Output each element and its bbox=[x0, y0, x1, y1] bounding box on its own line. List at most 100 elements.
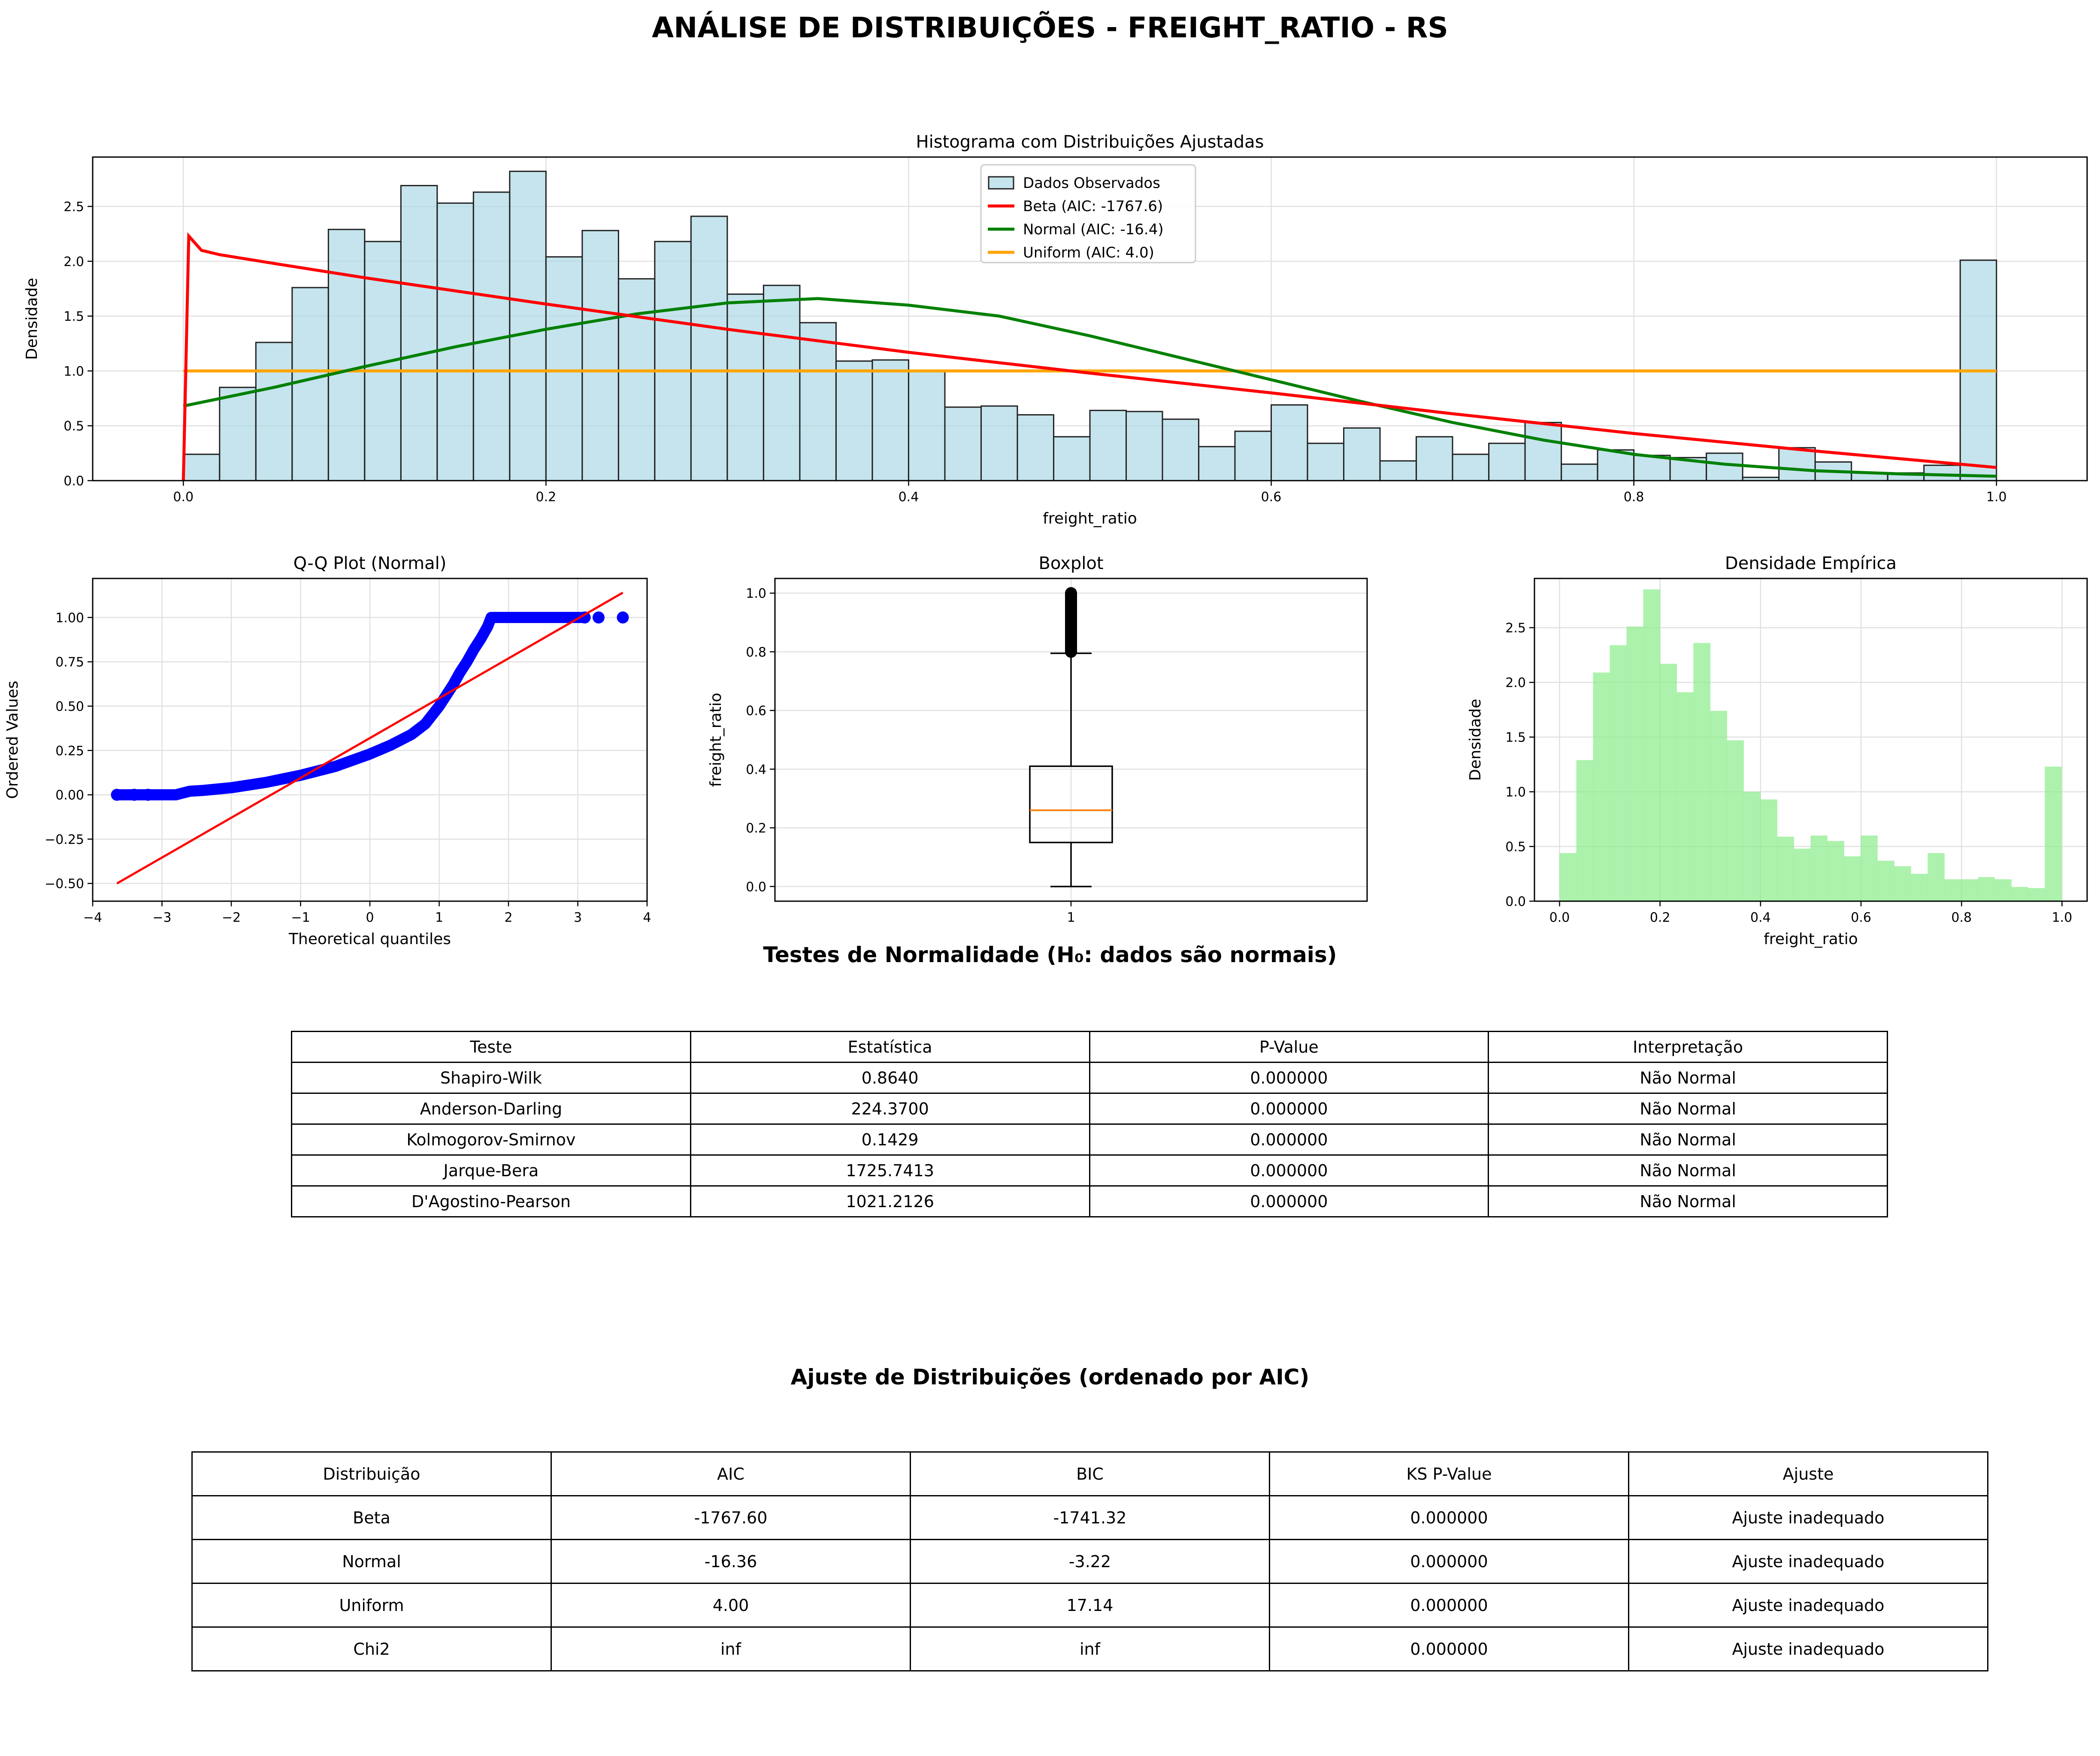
histogram-bar bbox=[1307, 442, 1345, 481]
histogram-bar bbox=[1162, 418, 1200, 481]
tests-cell: Não Normal bbox=[1488, 1093, 1888, 1125]
density-bar bbox=[1727, 740, 1744, 901]
density-bar bbox=[2028, 888, 2045, 901]
x-tick-label: 0 bbox=[366, 910, 374, 925]
histogram-bar bbox=[726, 293, 764, 481]
y-tick-label: 2.0 bbox=[64, 254, 84, 269]
table-row: Beta -1767.60 -1741.32 0.000000 Ajuste inade… bbox=[191, 1495, 1988, 1540]
density-bar bbox=[2011, 887, 2028, 901]
density-bar bbox=[1944, 879, 1961, 901]
qq-point bbox=[578, 611, 591, 624]
dist-header-cell: Distribuição bbox=[191, 1451, 552, 1496]
density-bar bbox=[1810, 836, 1828, 901]
density-bar bbox=[1559, 853, 1577, 901]
density-bar bbox=[1794, 848, 1811, 901]
dist-header-row: Distribuição AIC BIC KS P-Value Ajuste bbox=[191, 1451, 1988, 1496]
dist-header-cell: BIC bbox=[910, 1451, 1270, 1496]
histogram-bar bbox=[1089, 409, 1127, 481]
axes-frame bbox=[92, 156, 2088, 481]
tests-cell: 0.8640 bbox=[690, 1062, 1090, 1094]
dist-cell: Normal bbox=[191, 1539, 552, 1584]
tests-cell: 0.1429 bbox=[690, 1123, 1090, 1156]
qq-point bbox=[142, 789, 154, 801]
histogram-bar bbox=[763, 285, 801, 481]
legend-label: Uniform (AIC: 4.0) bbox=[1023, 244, 1154, 261]
legend-label: Beta (AIC: -1767.6) bbox=[1023, 198, 1163, 215]
y-tick-label: 0.0 bbox=[1505, 894, 1526, 909]
histogram-bar bbox=[436, 202, 474, 481]
x-tick-label: 1.0 bbox=[2052, 910, 2073, 925]
y-tick-label: 0.25 bbox=[55, 744, 84, 759]
histogram-bar bbox=[327, 229, 366, 481]
dist-cell: Ajuste inadequado bbox=[1628, 1626, 1988, 1671]
tests-cell: 224.3700 bbox=[690, 1093, 1090, 1125]
beta-fit-line bbox=[182, 232, 1997, 481]
x-tick-label: 0.0 bbox=[173, 490, 194, 505]
normality-tests-table: Teste Estatística P-Value Interpretação Shap… bbox=[291, 1031, 1888, 1217]
density-bar bbox=[2045, 766, 2062, 901]
axes-frame bbox=[1534, 578, 2088, 902]
y-tick-label: 2.5 bbox=[64, 200, 84, 215]
histogram-bar bbox=[1452, 454, 1490, 481]
tests-cell: Não Normal bbox=[1488, 1123, 1888, 1156]
density-bar bbox=[1928, 853, 1945, 901]
y-axis-label: Densidade bbox=[23, 278, 41, 360]
tests-cell: Não Normal bbox=[1488, 1185, 1888, 1217]
x-tick-label: 0.6 bbox=[1261, 490, 1282, 505]
histogram-bar bbox=[1778, 447, 1816, 481]
table-row: Kolmogorov-Smirnov 0.1429 0.000000 Não Norm… bbox=[291, 1123, 1888, 1156]
x-tick-label: 2 bbox=[504, 910, 512, 925]
histogram-bar bbox=[581, 230, 619, 481]
tests-cell: 0.000000 bbox=[1089, 1185, 1489, 1217]
histogram-bar bbox=[1597, 449, 1635, 481]
x-axis-label: freight_ratio bbox=[1764, 930, 1858, 948]
density-bar bbox=[1593, 672, 1610, 901]
tests-cell: Kolmogorov-Smirnov bbox=[291, 1123, 691, 1156]
dist-cell: 0.000000 bbox=[1269, 1495, 1629, 1540]
histogram-bar bbox=[944, 406, 982, 481]
histogram-bar bbox=[1488, 442, 1526, 481]
density-bar bbox=[1660, 663, 1677, 901]
qq-point bbox=[617, 611, 629, 624]
x-axis-label: Theoretical quantiles bbox=[288, 930, 451, 948]
y-tick-label: 1.00 bbox=[55, 611, 84, 626]
histogram-bar bbox=[980, 405, 1018, 481]
plots-canvas: 0.0 0.2 0.4 0.6 0.8 1.0 0.0 0.5 1.0 1.5 2.0 2.5 Hist… bbox=[4, 132, 2088, 948]
y-axis-label: Ordered Values bbox=[4, 681, 21, 799]
tests-cell: Jarque-Bera bbox=[291, 1154, 691, 1187]
dist-cell: Chi2 bbox=[191, 1626, 552, 1671]
x-tick-label: −3 bbox=[152, 910, 171, 925]
y-tick-label: 0.6 bbox=[746, 704, 766, 719]
y-axis-label: Densidade bbox=[1467, 699, 1484, 781]
histogram-bar bbox=[545, 256, 583, 481]
x-tick-label: 0.2 bbox=[1650, 910, 1670, 925]
dist-header-cell: AIC bbox=[551, 1451, 911, 1496]
histogram-bar bbox=[1126, 411, 1163, 481]
qq-point bbox=[592, 611, 605, 624]
density-bar bbox=[1610, 645, 1627, 901]
x-tick-label: 0.4 bbox=[899, 490, 919, 505]
y-tick-label: 0.8 bbox=[746, 645, 766, 660]
dist-cell: 0.000000 bbox=[1269, 1626, 1629, 1671]
dist-cell: Ajuste inadequado bbox=[1628, 1539, 1988, 1584]
table-row: Shapiro-Wilk 0.8640 0.000000 Não Normal bbox=[291, 1062, 1888, 1094]
dist-cell: Ajuste inadequado bbox=[1628, 1583, 1988, 1628]
histogram-bar bbox=[1234, 430, 1272, 481]
histogram-bar bbox=[1198, 446, 1236, 481]
y-tick-label: 0.00 bbox=[55, 788, 84, 803]
histogram-bar bbox=[654, 241, 692, 481]
axes-title: Q-Q Plot (Normal) bbox=[294, 554, 447, 573]
histogram-bar bbox=[1923, 464, 1961, 481]
tests-header-cell: Estatística bbox=[690, 1031, 1090, 1063]
table-row: Normal -16.36 -3.22 0.000000 Ajuste inadequa… bbox=[191, 1539, 1988, 1584]
distribution-fit-table: Distribuição AIC BIC KS P-Value Ajuste Beta -1… bbox=[191, 1451, 1988, 1671]
tests-cell: 0.000000 bbox=[1089, 1154, 1489, 1187]
density-bar bbox=[1961, 879, 1978, 901]
x-tick-label: −4 bbox=[83, 910, 102, 925]
figure-title: ANÁLISE DE DISTRIBUIÇÕES - FREIGHT_RATIO… bbox=[652, 11, 1448, 44]
y-tick-label: 1.0 bbox=[64, 364, 84, 379]
y-tick-label: 0.50 bbox=[55, 699, 84, 714]
density-bar bbox=[1743, 792, 1761, 901]
y-tick-label: −0.50 bbox=[45, 877, 84, 892]
table-row: Chi2 inf inf 0.000000 Ajuste inadequado bbox=[191, 1626, 1988, 1671]
